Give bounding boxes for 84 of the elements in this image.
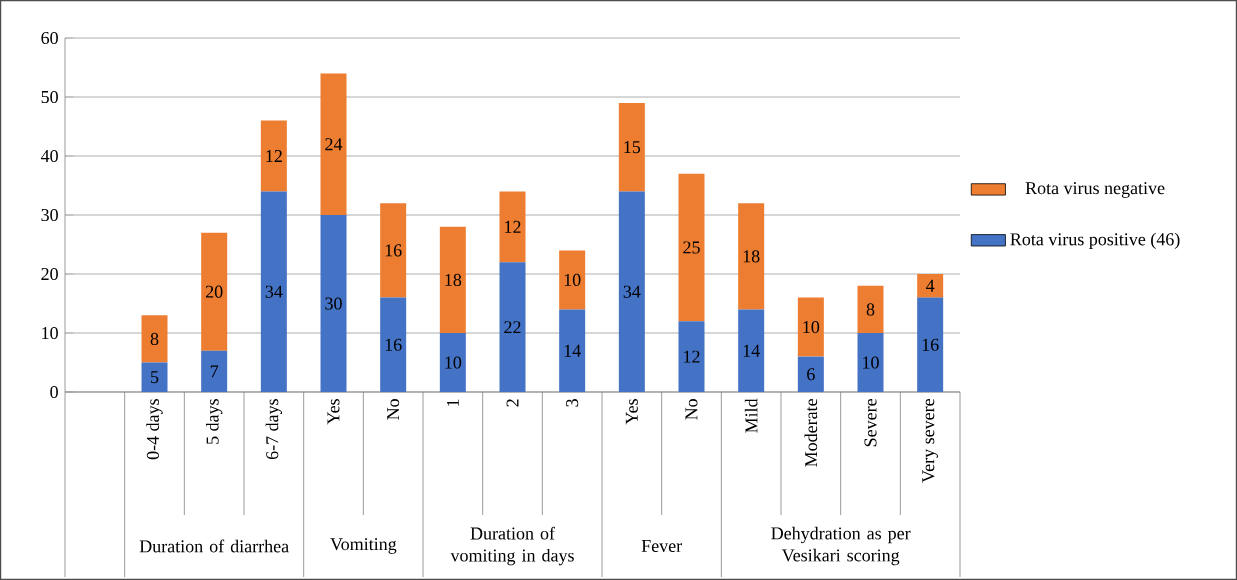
data-label: 14 (743, 344, 760, 357)
bar (917, 297, 944, 392)
bar (797, 356, 824, 392)
bar (439, 226, 466, 334)
x-tick-label: 1 (446, 399, 459, 406)
data-label: 34 (265, 285, 283, 298)
bar (380, 297, 407, 392)
x-tick-label: No (685, 399, 698, 420)
text: Duration of vomiting in days (450, 526, 574, 566)
text: Dehydration as per Vesikari scoring (771, 526, 911, 566)
data-label: 12 (505, 220, 521, 233)
data-label: 18 (445, 273, 462, 286)
bar (857, 285, 884, 334)
data-label: 7 (210, 365, 219, 378)
x-tick-label: Yes (327, 399, 340, 425)
bar (917, 274, 944, 298)
bar (141, 315, 168, 363)
text: Fever (641, 540, 682, 552)
data-label: 8 (866, 303, 875, 316)
data-label: 8 (150, 332, 159, 345)
x-tick-label: 0-4 days (146, 399, 163, 460)
data-label: 15 (624, 141, 641, 154)
bar (559, 250, 586, 310)
bar (320, 215, 347, 392)
bar (618, 191, 645, 392)
data-label: 16 (385, 244, 402, 257)
y-tick-label: 60 (41, 31, 58, 45)
x-tick-label: 3 (566, 399, 579, 407)
data-label: 34 (623, 285, 641, 298)
x-tick-label: 6-7 days (265, 399, 283, 460)
bar (141, 362, 168, 392)
data-label: 4 (926, 279, 935, 292)
bar (738, 309, 765, 392)
data-label: 22 (504, 321, 521, 334)
bar (857, 333, 884, 392)
y-tick-label: 40 (40, 149, 58, 163)
x-tick-label: No (387, 399, 400, 420)
bar (439, 333, 466, 392)
bar (618, 102, 645, 192)
bar (678, 173, 705, 322)
data-label: 10 (564, 273, 581, 286)
text: Duration of diarrhea (139, 539, 289, 553)
bar (797, 297, 824, 357)
bar (738, 203, 765, 310)
bar (499, 262, 526, 392)
data-label: 10 (445, 356, 462, 369)
data-label: 18 (743, 250, 760, 263)
data-label: 6 (807, 368, 815, 381)
data-label: 14 (564, 344, 581, 357)
legend-label: Rota virus positive (46) (1010, 232, 1180, 250)
y-tick-label: 30 (41, 208, 58, 222)
data-label: 25 (683, 241, 700, 254)
bar (559, 309, 586, 392)
bar (499, 191, 526, 263)
bar (201, 350, 228, 392)
x-tick-label: Mild (744, 398, 758, 433)
data-label: 10 (803, 321, 820, 334)
x-tick-label: 5 days (205, 399, 223, 444)
data-label: 30 (325, 297, 342, 310)
x-tick-label: Yes (625, 399, 638, 425)
bar (260, 120, 287, 192)
text: Vomiting (330, 538, 397, 554)
data-label: 5 (151, 371, 159, 384)
y-tick-label: 10 (42, 326, 58, 340)
x-tick-label: Severe (864, 399, 877, 447)
bar (678, 321, 705, 392)
x-tick-label: 2 (506, 399, 519, 407)
bar (201, 232, 228, 351)
data-label: 10 (863, 356, 879, 369)
x-tick-label: Moderate (804, 399, 818, 467)
bar (380, 203, 407, 298)
y-tick-label: 20 (41, 267, 58, 281)
data-label: 24 (325, 138, 343, 151)
data-label: 16 (922, 338, 939, 351)
x-tick-label: Very severe (922, 399, 939, 483)
bar (260, 191, 287, 392)
y-tick-label: 50 (41, 90, 58, 104)
y-tick-label: 0 (50, 385, 58, 399)
data-label: 16 (385, 338, 402, 351)
legend-label: Rota virus negative (1025, 182, 1165, 198)
data-label: 12 (684, 350, 700, 363)
data-label: 12 (266, 150, 282, 162)
bar (320, 73, 347, 215)
data-label: 20 (205, 285, 223, 298)
